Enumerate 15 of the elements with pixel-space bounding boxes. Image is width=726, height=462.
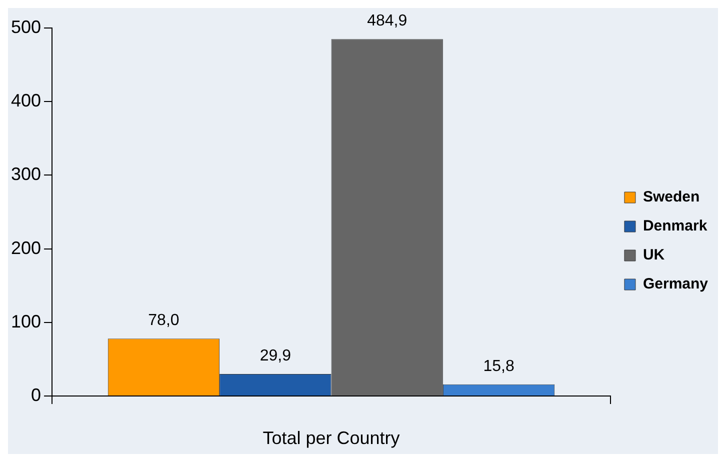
legend-label: UK [642,246,665,264]
y-tick-label: 0 [31,384,42,405]
legend-label: Denmark [642,218,708,235]
x-axis-title: Total per Country [262,428,400,448]
data-label: 15,8 [483,358,514,375]
data-label: 484,9 [367,12,408,30]
y-tick-label: 500 [10,16,42,37]
legend-label: Sweden [642,188,700,206]
y-tick-label: 300 [10,164,42,184]
data-label: 29,9 [260,347,292,364]
legend-label: Germany [642,276,709,293]
y-tick-label: 200 [10,238,42,258]
y-tick-label: 400 [10,90,42,111]
y-tick-label: 100 [10,311,42,332]
data-label: 78,0 [148,312,180,329]
